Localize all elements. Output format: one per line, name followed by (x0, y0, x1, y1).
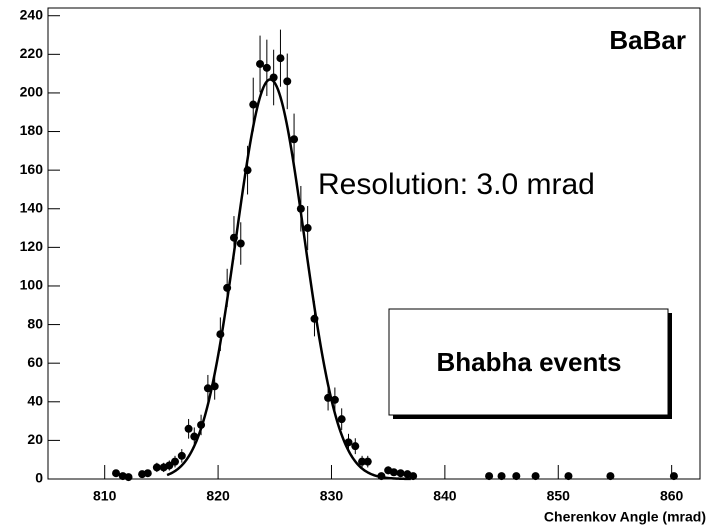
resolution-label: Resolution: 3.0 mrad (318, 168, 595, 201)
data-point (396, 469, 405, 478)
data-point (606, 472, 615, 481)
data-point (283, 77, 292, 86)
data-point (564, 472, 573, 481)
data-point (269, 73, 278, 82)
data-point (216, 330, 225, 339)
data-point (296, 204, 305, 213)
data-point (190, 432, 199, 441)
y-tick-label: 100 (20, 277, 44, 293)
data-point (124, 473, 133, 482)
y-tick-label: 80 (27, 315, 43, 331)
data-point (276, 54, 285, 63)
y-tick-label: 200 (20, 84, 44, 100)
y-tick-label: 180 (20, 122, 44, 138)
data-point (485, 472, 494, 481)
data-point (143, 469, 152, 478)
data-point (243, 166, 252, 175)
data-point (377, 472, 386, 481)
data-point (531, 472, 540, 481)
data-point (236, 239, 245, 248)
data-point (170, 457, 179, 466)
data-point (512, 472, 521, 481)
data-point (330, 395, 339, 404)
data-point (324, 393, 333, 402)
data-point (351, 442, 360, 451)
data-point (389, 468, 398, 477)
x-tick-label: 840 (433, 488, 457, 504)
data-point (497, 472, 506, 481)
data-point (669, 472, 678, 481)
legend-box (388, 308, 669, 416)
y-tick-label: 60 (27, 354, 43, 370)
y-tick-label: 0 (35, 470, 43, 486)
data-point (262, 63, 271, 72)
data-point (256, 59, 265, 68)
x-tick-label: 850 (547, 488, 571, 504)
data-point (344, 438, 353, 447)
data-point (290, 135, 299, 144)
data-point (310, 314, 319, 323)
data-point (409, 472, 418, 481)
y-tick-label: 240 (20, 6, 44, 22)
data-point (337, 415, 346, 424)
data-point (112, 469, 121, 478)
data-point (229, 233, 238, 242)
y-tick-label: 40 (27, 392, 43, 408)
y-tick-label: 120 (20, 238, 44, 254)
data-point (203, 384, 212, 393)
data-point (210, 382, 219, 391)
data-point (177, 451, 186, 460)
box-label: Bhabha events (437, 347, 622, 377)
y-tick-label: 140 (20, 199, 44, 215)
fit-curve (166, 78, 411, 481)
y-tick-label: 220 (20, 45, 44, 61)
data-point (184, 424, 193, 433)
data-point (152, 463, 161, 472)
x-tick-label: 820 (206, 488, 230, 504)
y-tick-label: 160 (20, 161, 44, 177)
x-tick-label: 860 (660, 488, 684, 504)
x-tick-label: 830 (320, 488, 344, 504)
x-axis-label: Cherenkov Angle (mrad) (544, 509, 706, 525)
data-point (249, 100, 258, 109)
data-point (165, 461, 174, 470)
data-point (197, 420, 206, 429)
data-point (303, 224, 312, 233)
experiment-label: BaBar (609, 25, 686, 55)
data-point (223, 283, 232, 292)
x-tick-label: 810 (93, 488, 117, 504)
y-tick-label: 20 (27, 431, 43, 447)
data-point (358, 457, 367, 466)
data-point (363, 457, 372, 466)
